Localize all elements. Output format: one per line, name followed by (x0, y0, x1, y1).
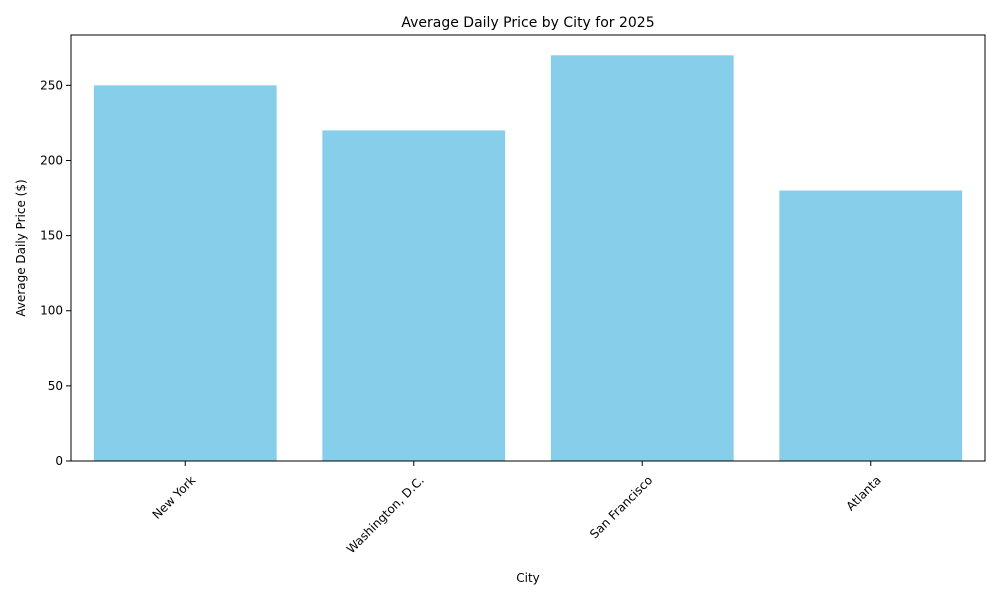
x-tick-label: New York (150, 473, 199, 522)
x-axis-label: City (516, 571, 540, 585)
y-tick-label: 0 (55, 454, 63, 468)
x-tick-label: Washington, D.C. (344, 473, 427, 556)
x-tick-label: San Francisco (587, 473, 655, 541)
x-tick-label: Atlanta (843, 473, 883, 513)
bar-atlanta (779, 190, 963, 461)
y-tick-label: 250 (40, 78, 63, 92)
y-tick-label: 100 (40, 304, 63, 318)
bar-new-york (93, 85, 277, 461)
y-tick-label: 50 (48, 379, 63, 393)
y-tick-label: 200 (40, 153, 63, 167)
bar-washington-d-c (322, 130, 506, 462)
y-tick-label: 150 (40, 229, 63, 243)
y-axis-ticks: 0 50 100 150 200 250 (40, 78, 71, 468)
chart-title: Average Daily Price by City for 2025 (401, 15, 654, 31)
bars-layer (93, 55, 963, 462)
bar-san-francisco (550, 55, 734, 462)
x-axis-ticks: New York Washington, D.C. San Francisco Atl… (150, 461, 884, 556)
y-axis-label: Average Daily Price ($) (14, 179, 28, 316)
plot-frame (70, 34, 986, 462)
